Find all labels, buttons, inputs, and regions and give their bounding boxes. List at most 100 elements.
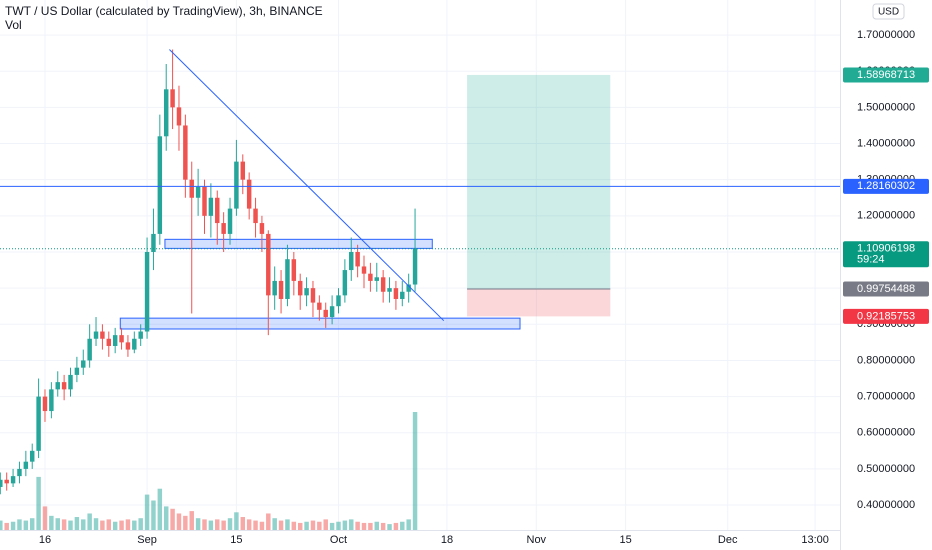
volume-bar bbox=[176, 513, 182, 530]
volume-bar bbox=[132, 520, 137, 530]
target-price-label: 1.58968713 bbox=[857, 69, 915, 81]
volume-bar bbox=[170, 508, 175, 530]
volume-bar bbox=[49, 515, 54, 530]
volume-bar bbox=[285, 519, 290, 530]
candle-body bbox=[387, 288, 392, 292]
volume-bar bbox=[259, 521, 265, 530]
candle-body bbox=[112, 335, 118, 346]
volume-bar bbox=[387, 524, 392, 530]
candle-body bbox=[253, 208, 258, 224]
x-tick-label: 18 bbox=[441, 534, 453, 546]
volume-bar bbox=[393, 522, 399, 530]
volume-bar bbox=[138, 518, 143, 530]
candle-body bbox=[227, 208, 233, 234]
x-tick-label: Sep bbox=[137, 534, 157, 546]
candle-body bbox=[23, 461, 29, 469]
hline-price-label: 1.28160302 bbox=[857, 180, 915, 192]
volume-bar bbox=[74, 517, 80, 530]
candle-body bbox=[208, 197, 214, 216]
candle-body bbox=[49, 389, 54, 412]
stop-price-label-box bbox=[843, 308, 929, 324]
candle-body bbox=[93, 331, 99, 339]
trend-line bbox=[169, 49, 445, 322]
volume-bar bbox=[400, 521, 405, 530]
volume-bar bbox=[23, 520, 29, 530]
candle-body bbox=[215, 197, 220, 224]
candle-body bbox=[125, 342, 131, 350]
candle-body bbox=[10, 476, 16, 484]
volume-bar bbox=[68, 520, 73, 530]
volume-bar bbox=[342, 520, 348, 530]
volume-bar bbox=[0, 520, 3, 530]
volume-bar bbox=[61, 519, 67, 530]
candle-body bbox=[317, 302, 322, 310]
y-tick-label: 1.70000000 bbox=[857, 29, 915, 41]
y-tick-label: 0.50000000 bbox=[857, 463, 915, 475]
volume-bar bbox=[36, 476, 41, 530]
candle-body bbox=[234, 161, 239, 209]
x-tick-label: Dec bbox=[718, 534, 738, 546]
candle-body bbox=[266, 233, 271, 296]
candle-body bbox=[336, 295, 341, 307]
entry-price-label: 0.99754488 bbox=[857, 283, 915, 295]
candle-body bbox=[393, 288, 399, 299]
candle-body bbox=[412, 248, 418, 285]
position-loss-zone bbox=[467, 289, 611, 317]
x-tick-label: Oct bbox=[330, 534, 347, 546]
volume-bar bbox=[272, 518, 277, 530]
candle-body bbox=[349, 251, 354, 271]
candle-body bbox=[0, 479, 3, 487]
volume-bar bbox=[100, 520, 105, 530]
candle-body bbox=[68, 374, 73, 390]
volume-bar bbox=[10, 521, 16, 530]
candle-body bbox=[380, 277, 386, 292]
volume-bar bbox=[151, 500, 156, 530]
volume-bar bbox=[144, 494, 150, 530]
last-price-label-box bbox=[843, 241, 929, 268]
candle-body bbox=[272, 280, 277, 296]
candle-body bbox=[170, 89, 175, 108]
volume-bar bbox=[119, 520, 124, 530]
candle-body bbox=[310, 288, 316, 303]
candle-body bbox=[29, 450, 35, 462]
position-profit-zone bbox=[467, 74, 611, 290]
candle-body bbox=[183, 125, 188, 180]
volume-bar bbox=[380, 522, 386, 530]
candle-body bbox=[42, 396, 48, 412]
candle-body bbox=[246, 179, 252, 209]
currency-label[interactable]: USD bbox=[878, 7, 899, 18]
candle-body bbox=[74, 367, 80, 375]
volume-bar bbox=[310, 520, 316, 530]
candle-body bbox=[202, 186, 207, 216]
y-tick-label: 0.40000000 bbox=[857, 499, 915, 511]
countdown: 59:24 bbox=[857, 254, 885, 266]
y-tick-label: 1.20000000 bbox=[857, 210, 915, 222]
target-price-label-box bbox=[843, 67, 929, 83]
volume-bar bbox=[374, 521, 380, 530]
volume-bar bbox=[361, 522, 367, 530]
time-axis bbox=[0, 530, 840, 550]
candle-body bbox=[285, 259, 290, 299]
volume-bar bbox=[297, 522, 303, 530]
volume-bar bbox=[253, 520, 258, 530]
volume-bar bbox=[55, 518, 60, 530]
candle-body bbox=[400, 291, 405, 299]
candle-body bbox=[157, 136, 163, 234]
y-tick-label: 0.60000000 bbox=[857, 427, 915, 439]
volume-bar bbox=[81, 519, 86, 530]
candle-body bbox=[291, 259, 297, 281]
candle-body bbox=[189, 179, 194, 198]
candle-body bbox=[100, 331, 105, 339]
volume-bar bbox=[329, 522, 335, 530]
volume-bar bbox=[42, 506, 48, 530]
volume-bar bbox=[215, 519, 220, 530]
volume-bar bbox=[317, 521, 322, 530]
y-tick-label: 0.70000000 bbox=[857, 391, 915, 403]
candle-body bbox=[138, 331, 143, 339]
volume-bar bbox=[195, 518, 201, 530]
candle-body bbox=[278, 280, 284, 299]
currency-button[interactable] bbox=[872, 3, 905, 20]
stop-price-label: 0.92185753 bbox=[857, 310, 915, 322]
